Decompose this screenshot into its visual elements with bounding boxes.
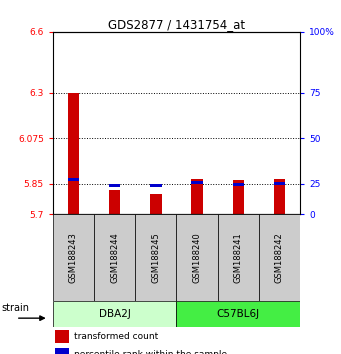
Text: GSM188243: GSM188243 (69, 232, 78, 283)
Text: percentile rank within the sample: percentile rank within the sample (74, 350, 227, 354)
Bar (274, 182, 285, 185)
Bar (109, 190, 120, 214)
Bar (218, 214, 259, 301)
Text: GSM188240: GSM188240 (193, 232, 202, 283)
Bar (94, 214, 135, 301)
Bar (233, 183, 244, 186)
Text: C57BL6J: C57BL6J (217, 309, 260, 319)
Bar (259, 214, 300, 301)
Bar (274, 179, 285, 214)
Bar (55, 348, 69, 354)
Bar (53, 301, 177, 327)
Text: DBA2J: DBA2J (99, 309, 131, 319)
Text: GSM188244: GSM188244 (110, 232, 119, 283)
Bar (68, 93, 79, 214)
Bar (191, 181, 203, 184)
Text: GSM188241: GSM188241 (234, 232, 243, 283)
Bar (177, 301, 300, 327)
Bar (177, 214, 218, 301)
Text: transformed count: transformed count (74, 332, 158, 341)
Bar (68, 177, 79, 181)
Bar (233, 180, 244, 214)
Bar (150, 184, 162, 187)
Text: GSM188242: GSM188242 (275, 232, 284, 283)
Bar (55, 330, 69, 343)
Bar (53, 214, 94, 301)
Bar (109, 184, 120, 187)
Bar (135, 214, 177, 301)
Text: strain: strain (1, 303, 29, 313)
Text: GSM188245: GSM188245 (151, 232, 160, 283)
Bar (150, 194, 162, 214)
Title: GDS2877 / 1431754_at: GDS2877 / 1431754_at (108, 18, 245, 31)
Bar (191, 179, 203, 214)
